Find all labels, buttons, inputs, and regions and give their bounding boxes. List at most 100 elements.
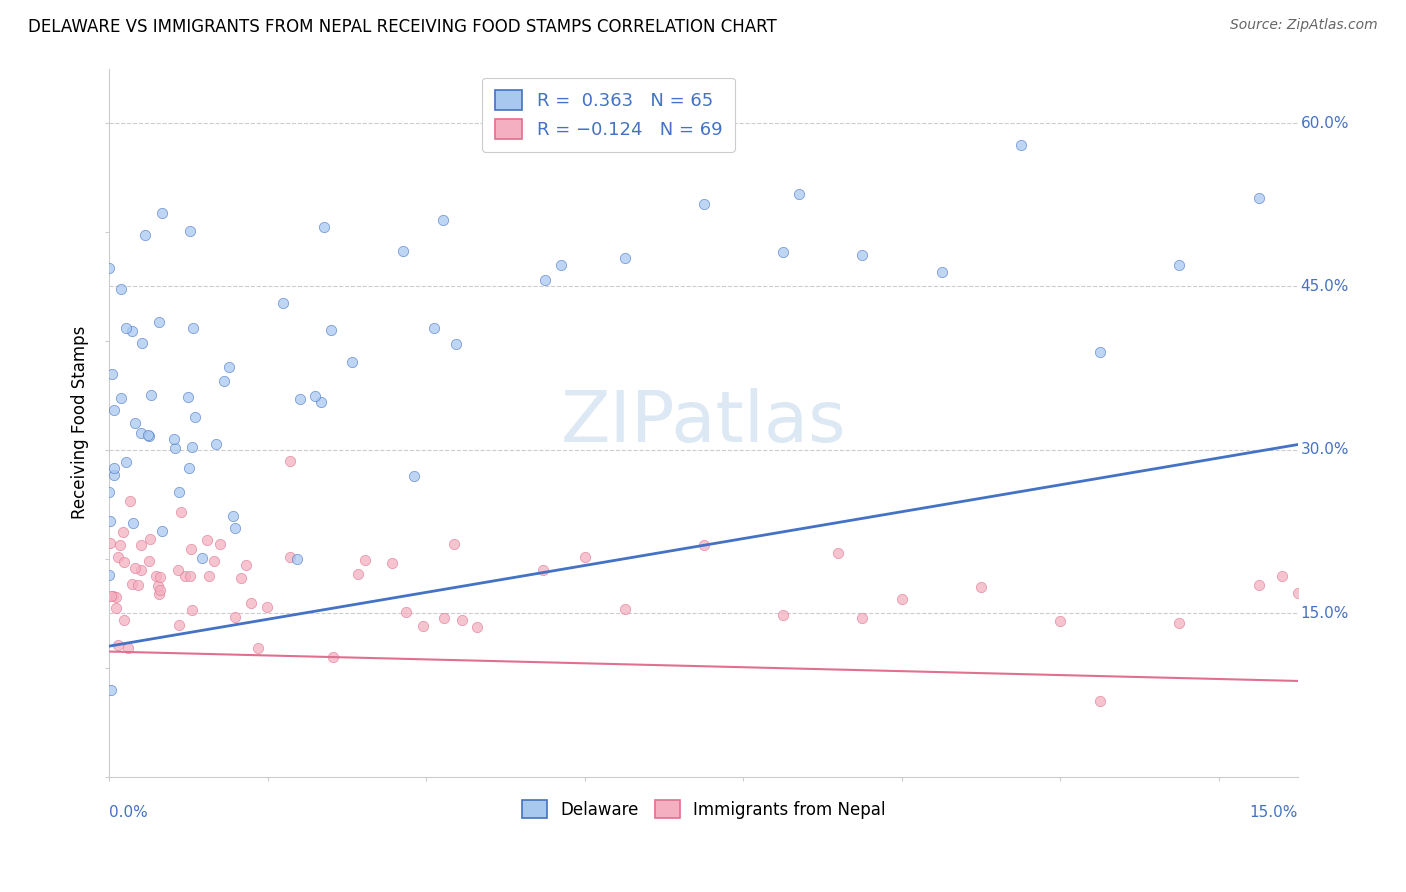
Point xyxy=(304,388,326,402)
Point xyxy=(108,538,131,552)
Point xyxy=(1168,615,1191,630)
Point xyxy=(890,591,912,606)
Point xyxy=(970,580,993,594)
Point xyxy=(224,521,246,535)
Point xyxy=(150,524,173,538)
Point xyxy=(101,589,124,603)
Point xyxy=(112,613,135,627)
Point xyxy=(170,505,193,519)
Point xyxy=(239,596,262,610)
Point xyxy=(179,569,201,583)
Point xyxy=(533,563,555,577)
Point xyxy=(98,535,121,549)
Text: DELAWARE VS IMMIGRANTS FROM NEPAL RECEIVING FOOD STAMPS CORRELATION CHART: DELAWARE VS IMMIGRANTS FROM NEPAL RECEIV… xyxy=(28,18,778,36)
Point xyxy=(100,589,122,603)
Point xyxy=(412,619,434,633)
Point xyxy=(271,296,294,310)
Point xyxy=(205,436,228,450)
Point xyxy=(152,206,174,220)
Point xyxy=(191,551,214,566)
Point xyxy=(179,224,201,238)
Point xyxy=(202,554,225,568)
Point xyxy=(167,563,190,577)
Point xyxy=(148,315,170,329)
Point xyxy=(105,591,128,605)
Point xyxy=(432,213,454,227)
Point xyxy=(174,568,197,582)
Point xyxy=(451,613,474,627)
Point xyxy=(1088,344,1111,359)
Point xyxy=(197,568,219,582)
Point xyxy=(931,265,953,279)
Point xyxy=(787,186,810,201)
Point xyxy=(181,321,204,335)
Point xyxy=(124,560,146,574)
Point xyxy=(117,640,139,655)
Point xyxy=(309,394,332,409)
Point xyxy=(110,391,132,405)
Point xyxy=(100,367,122,381)
Point xyxy=(851,611,873,625)
Point xyxy=(395,606,418,620)
Point xyxy=(1168,258,1191,272)
Point xyxy=(139,387,162,401)
Point xyxy=(209,537,232,551)
Point xyxy=(179,461,201,475)
Point xyxy=(246,641,269,656)
Point xyxy=(162,432,184,446)
Legend: Delaware, Immigrants from Nepal: Delaware, Immigrants from Nepal xyxy=(515,793,893,825)
Point xyxy=(312,219,335,234)
Point xyxy=(218,359,240,374)
Point xyxy=(167,618,190,632)
Point xyxy=(112,555,135,569)
Point xyxy=(391,244,413,258)
Point xyxy=(851,248,873,262)
Point xyxy=(693,197,716,211)
Point xyxy=(772,244,794,259)
Point xyxy=(288,392,311,407)
Point xyxy=(104,600,127,615)
Point xyxy=(402,468,425,483)
Point xyxy=(183,409,205,424)
Point xyxy=(98,514,121,528)
Point xyxy=(224,610,246,624)
Point xyxy=(138,428,160,442)
Point xyxy=(195,533,218,547)
Point xyxy=(444,337,467,351)
Text: 15.0%: 15.0% xyxy=(1301,606,1348,621)
Point xyxy=(235,558,257,572)
Point xyxy=(129,538,152,552)
Point xyxy=(613,251,636,265)
Point xyxy=(167,484,190,499)
Y-axis label: Receiving Food Stamps: Receiving Food Stamps xyxy=(72,326,89,519)
Point xyxy=(285,552,308,566)
Point xyxy=(136,427,159,442)
Point xyxy=(115,455,138,469)
Point xyxy=(212,374,235,388)
Text: 0.0%: 0.0% xyxy=(110,805,148,821)
Point xyxy=(139,532,162,546)
Point xyxy=(613,602,636,616)
Point xyxy=(103,403,125,417)
Point xyxy=(107,550,129,565)
Point xyxy=(110,282,132,296)
Point xyxy=(1049,614,1071,628)
Point xyxy=(550,258,572,272)
Point xyxy=(131,335,153,350)
Point xyxy=(124,416,146,430)
Point xyxy=(353,553,375,567)
Point xyxy=(321,323,343,337)
Point xyxy=(1286,585,1309,599)
Point xyxy=(145,569,167,583)
Text: ZIPatlas: ZIPatlas xyxy=(561,388,846,458)
Point xyxy=(346,567,368,582)
Point xyxy=(121,577,143,591)
Point xyxy=(129,563,152,577)
Point xyxy=(181,440,204,454)
Point xyxy=(180,542,202,557)
Point xyxy=(256,600,278,615)
Point xyxy=(574,550,596,565)
Point xyxy=(134,227,156,242)
Point xyxy=(433,610,456,624)
Point xyxy=(534,272,557,286)
